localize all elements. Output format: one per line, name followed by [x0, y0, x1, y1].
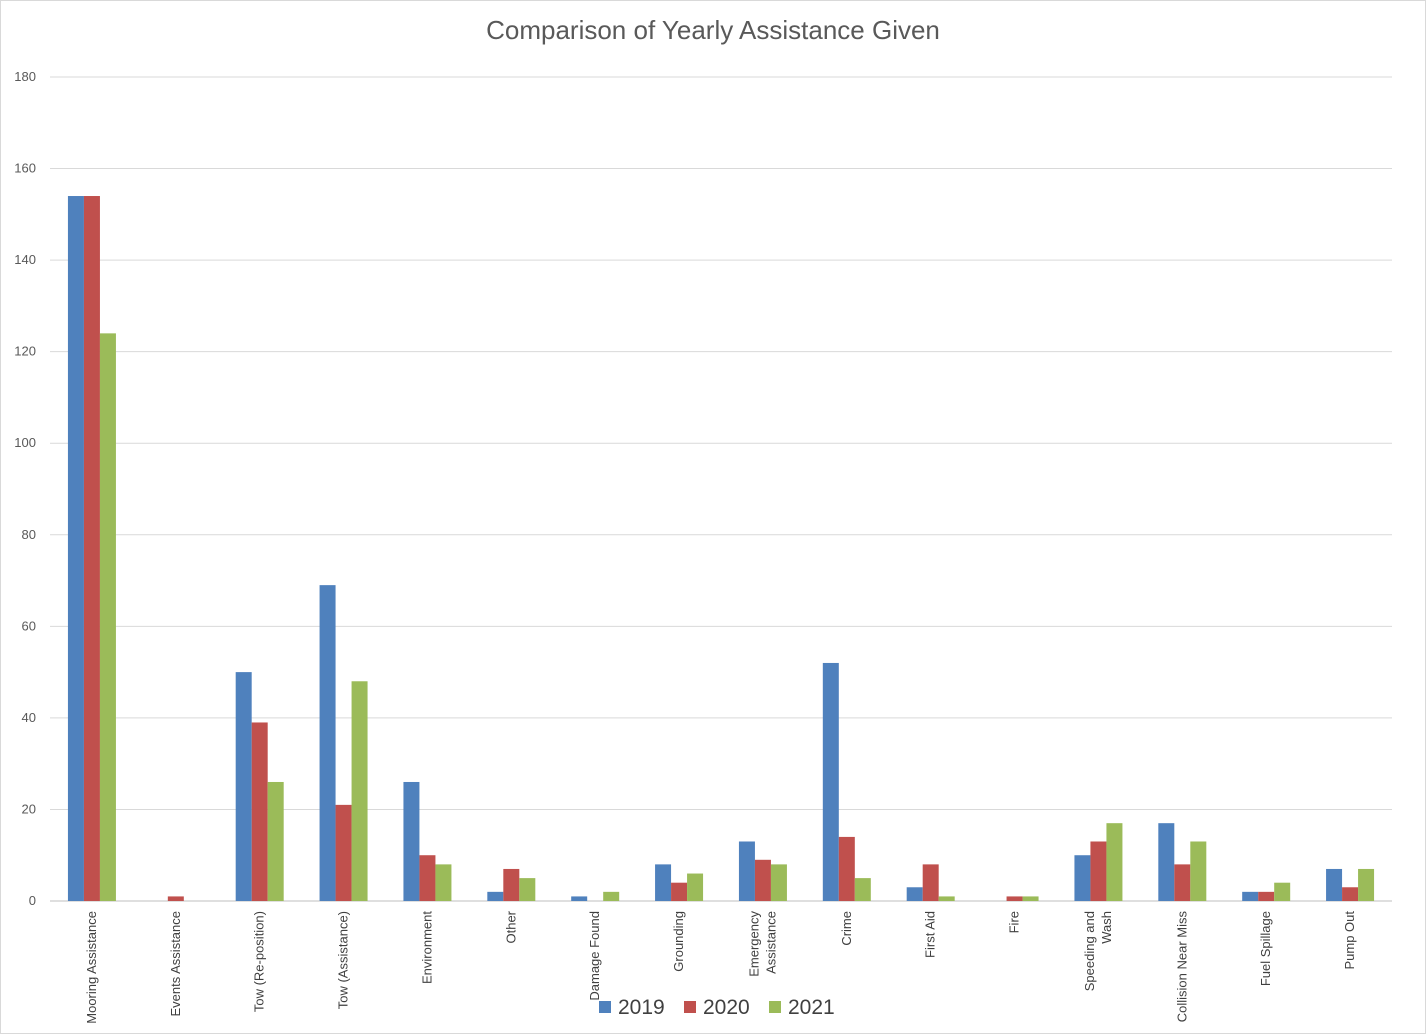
legend-swatch — [769, 1001, 781, 1013]
bar-2020 — [838, 836, 855, 901]
x-category-label: Fuel Spillage — [1258, 911, 1273, 986]
bar-2021 — [687, 873, 704, 901]
legend-label: 2020 — [703, 996, 750, 1019]
bar-2019 — [67, 196, 84, 901]
legend-swatch — [599, 1001, 611, 1013]
y-tick-label: 60 — [22, 618, 36, 633]
bar-2021 — [603, 891, 620, 901]
bar-2019 — [822, 662, 839, 901]
bar-2020 — [419, 855, 436, 901]
chart-title: Comparison of Yearly Assistance Given — [486, 15, 940, 45]
bar-2021 — [267, 781, 284, 901]
bar-2021 — [99, 333, 116, 901]
bar-2021 — [938, 896, 955, 901]
y-axis-ticks: 0 20 40 60 80 100 120 140 160 180 — [14, 69, 36, 908]
bar-2020 — [922, 864, 939, 901]
x-category-label: Events Assistance — [168, 911, 183, 1017]
bar-2021 — [1274, 882, 1291, 901]
y-tick-label: 40 — [22, 710, 36, 725]
x-category-label: Mooring Assistance — [84, 911, 99, 1024]
bar-2020 — [1174, 864, 1191, 901]
bar-2021 — [1106, 823, 1123, 901]
x-category-label: Environment — [419, 911, 434, 984]
x-category-label: Collision Near Miss — [1174, 911, 1189, 1023]
x-category-label: Other — [503, 910, 518, 943]
bar-2020 — [1006, 896, 1023, 901]
y-tick-label: 140 — [14, 252, 36, 267]
bar-2020 — [1090, 841, 1107, 901]
bar-2019 — [235, 672, 252, 901]
bar-2019 — [906, 887, 923, 901]
bar-2020 — [503, 868, 520, 901]
bar-2020 — [83, 196, 100, 901]
bar-2020 — [754, 859, 771, 901]
bar-2019 — [1326, 868, 1343, 901]
bar-2019 — [571, 896, 588, 901]
bar-2019 — [487, 891, 504, 901]
x-category-label: Crime — [839, 911, 854, 946]
y-tick-label: 20 — [22, 801, 36, 816]
bar-2020 — [335, 804, 352, 901]
x-category-label: Emergency Assistance — [746, 911, 778, 977]
bar-2021 — [1022, 896, 1039, 901]
legend-label: 2021 — [788, 996, 835, 1019]
bar-2021 — [854, 878, 871, 901]
bar-2021 — [1358, 868, 1375, 901]
bar-2020 — [671, 882, 688, 901]
bar-2019 — [1158, 823, 1175, 901]
y-tick-label: 80 — [22, 527, 36, 542]
x-category-label: Fire — [1007, 911, 1022, 933]
y-tick-label: 160 — [14, 161, 36, 176]
legend-label: 2019 — [618, 996, 665, 1019]
x-category-label: Speeding and Wash — [1082, 911, 1114, 991]
bar-2021 — [351, 681, 368, 901]
bar-2020 — [1342, 887, 1359, 901]
bar-2019 — [655, 864, 672, 901]
bar-2019 — [1242, 891, 1259, 901]
y-tick-label: 100 — [14, 435, 36, 450]
bar-2021 — [770, 864, 787, 901]
bar-2019 — [738, 841, 755, 901]
x-category-label: Tow (Assistance) — [336, 911, 351, 1009]
bar-2020 — [167, 896, 184, 901]
bar-2021 — [519, 878, 536, 901]
legend-swatch — [684, 1001, 696, 1013]
x-category-label: Damage Found — [587, 911, 602, 1001]
bar-2019 — [1074, 855, 1091, 901]
y-tick-label: 120 — [14, 344, 36, 359]
x-category-label: First Aid — [923, 911, 938, 958]
legend: 2019 2020 2021 — [599, 996, 835, 1019]
bars — [67, 196, 1375, 901]
bar-2019 — [403, 781, 420, 901]
x-axis-labels: Mooring Assistance Events Assistance Tow (… — [84, 910, 1357, 1023]
y-tick-label: 180 — [14, 69, 36, 84]
bar-2019 — [319, 585, 336, 901]
x-category-label: Grounding — [671, 911, 686, 972]
bar-2020 — [251, 722, 268, 901]
bar-2020 — [1258, 891, 1275, 901]
x-category-label: Tow (Re-position) — [252, 911, 267, 1012]
bar-2021 — [1190, 841, 1207, 901]
y-tick-label: 0 — [29, 893, 36, 908]
bar-2021 — [435, 864, 452, 901]
x-category-label: Pump Out — [1342, 911, 1357, 970]
